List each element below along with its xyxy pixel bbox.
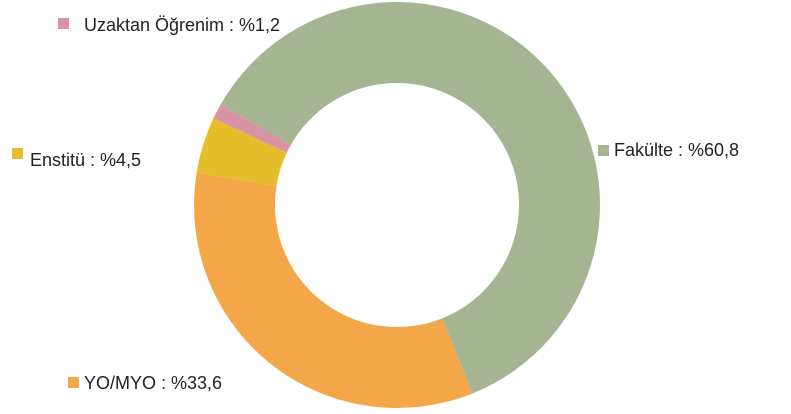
slice-label: Uzaktan Öğrenim : %1,2 bbox=[83, 15, 281, 35]
donut-slice bbox=[220, 2, 600, 394]
donut-slice bbox=[196, 118, 287, 186]
legend-swatch bbox=[598, 145, 609, 156]
slice-label: YO/MYO : %33,6 bbox=[84, 373, 223, 393]
donut-slice bbox=[213, 104, 291, 153]
donut-slice bbox=[194, 172, 473, 408]
legend-swatch bbox=[68, 377, 79, 388]
slice-label: Enstitü : %4,5 bbox=[30, 150, 142, 170]
legend-swatch bbox=[12, 148, 23, 159]
slice-label: Fakülte : %60,8 bbox=[614, 140, 740, 160]
legend-swatch bbox=[58, 18, 69, 29]
